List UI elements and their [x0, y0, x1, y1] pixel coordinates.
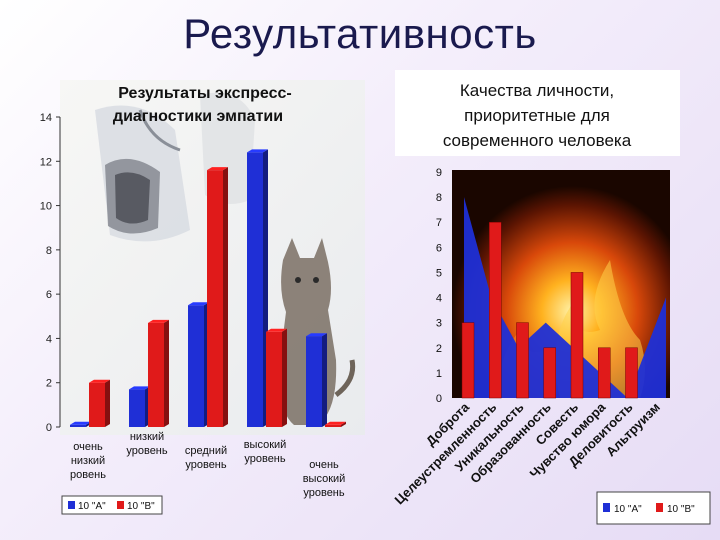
right-y-tick-label: 1 [436, 368, 442, 380]
left-category-label: средний уровень [185, 445, 227, 471]
left-bar-top [247, 149, 268, 153]
left-chart-title-line-2: диагностики эмпатии [113, 108, 283, 125]
left-chart-title-line-1: Результаты экспресс- [118, 85, 291, 102]
left-legend-label: 10 "В" [127, 501, 155, 512]
right-legend-label: 10 "А" [614, 504, 642, 515]
left-bar [148, 322, 164, 427]
left-legend-swatch [117, 501, 124, 509]
right-area-series [464, 197, 666, 398]
left-bar [188, 305, 204, 427]
left-y-tick-label: 6 [46, 289, 52, 301]
left-bar-side [105, 379, 110, 427]
left-bar-top [70, 421, 91, 425]
right-chart-title-line-1: Качества личности, [460, 81, 614, 100]
left-legend-label: 10 "А" [78, 501, 106, 512]
left-legend-swatch [68, 501, 75, 509]
left-y-tick-label: 14 [40, 112, 52, 124]
left-bar-top [148, 319, 169, 323]
right-legend-label: 10 "В" [667, 504, 695, 515]
left-y-tick-label: 10 [40, 201, 52, 213]
left-bar-top [266, 328, 287, 332]
left-bar [70, 424, 86, 427]
left-category-label: очень низкий ровень [70, 441, 106, 481]
right-legend-box [596, 491, 711, 525]
left-bar-top [207, 167, 228, 171]
left-bar-top [325, 421, 346, 425]
left-bar-side [223, 167, 228, 427]
right-legend: 10 "А" 10 "В" [596, 491, 711, 525]
left-bar-top [129, 386, 150, 390]
left-bar-side [164, 319, 169, 427]
left-bar [129, 389, 145, 427]
left-y-tick-label: 0 [46, 422, 52, 434]
left-bar [325, 424, 341, 427]
left-bar-side [322, 333, 327, 427]
right-bar [516, 322, 529, 399]
right-chart-title-line-3: современного человека [443, 131, 632, 150]
left-bar [266, 331, 282, 427]
left-bar [207, 170, 223, 427]
right-y-tick-label: 5 [436, 267, 442, 279]
left-y-tick-label: 2 [46, 378, 52, 390]
left-chart: 0 2 4 6 8 10 12 14 очень низкий ровень низкий уровен… [40, 112, 346, 515]
left-bar-top [306, 333, 327, 337]
right-legend-swatch [603, 503, 610, 512]
right-y-tick-label: 2 [436, 343, 442, 355]
left-bar-side [282, 328, 287, 427]
left-legend: 10 "А" 10 "В" [61, 495, 163, 515]
left-category-label: низкий уровень [126, 431, 168, 457]
right-y-tick-label: 4 [436, 293, 442, 305]
right-y-tick-label: 9 [436, 167, 442, 179]
right-y-tick-label: 8 [436, 192, 442, 204]
left-bar-top [89, 379, 110, 383]
right-bar [461, 322, 475, 399]
slide-title: Результативность [183, 10, 537, 57]
left-y-tick-label: 4 [46, 333, 52, 345]
right-y-tick-label: 0 [436, 393, 442, 405]
right-bar [543, 347, 556, 399]
left-y-tick-label: 12 [40, 156, 52, 168]
left-bar [247, 152, 263, 427]
left-y-tick-label: 8 [46, 245, 52, 257]
right-bar [489, 221, 502, 399]
left-bar [89, 382, 105, 427]
right-chart-title-line-2: приоритетные для [464, 106, 610, 125]
left-bar [306, 336, 322, 427]
right-y-tick-label: 6 [436, 242, 442, 254]
left-legend-box [61, 495, 163, 515]
right-bar [598, 347, 611, 399]
right-y-tick-label: 3 [436, 318, 442, 330]
right-bar [625, 347, 638, 399]
right-y-tick-label: 7 [436, 217, 442, 229]
right-bar [570, 272, 584, 399]
left-bar-top [188, 302, 209, 306]
left-category-label: высокий уровень [244, 439, 287, 465]
right-chart-title-panel [395, 70, 680, 156]
right-legend-swatch [656, 503, 663, 512]
left-bar-side [341, 421, 346, 427]
left-category-label: очень высокий уровень [303, 459, 346, 499]
